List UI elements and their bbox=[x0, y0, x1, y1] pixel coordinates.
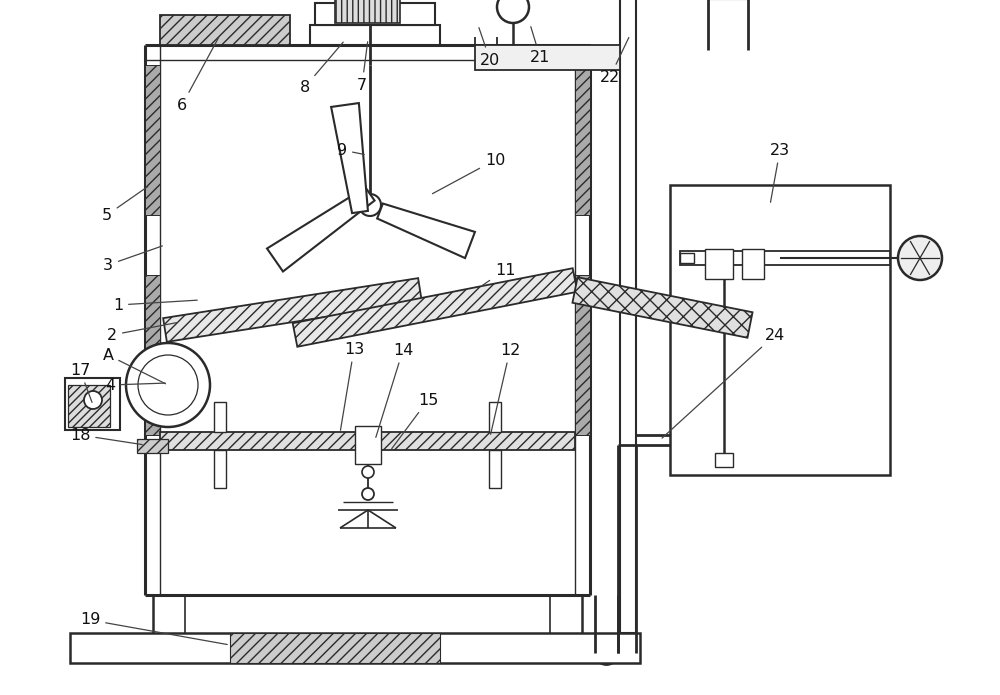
Text: 10: 10 bbox=[432, 152, 505, 194]
Circle shape bbox=[84, 391, 102, 409]
Text: 20: 20 bbox=[479, 28, 500, 67]
Bar bbox=[705, 249, 733, 279]
Text: 22: 22 bbox=[600, 38, 629, 85]
Bar bbox=[160, 432, 575, 450]
Circle shape bbox=[898, 236, 942, 280]
Bar bbox=[670, 185, 890, 475]
Polygon shape bbox=[163, 278, 422, 342]
Text: 6: 6 bbox=[177, 38, 219, 113]
Text: 9: 9 bbox=[337, 142, 364, 158]
Polygon shape bbox=[331, 103, 368, 213]
Circle shape bbox=[126, 343, 210, 427]
Bar bbox=[680, 253, 694, 263]
Bar bbox=[160, 15, 290, 45]
Circle shape bbox=[359, 194, 381, 216]
Text: 4: 4 bbox=[105, 377, 165, 393]
Bar bbox=[315, 3, 435, 25]
Bar bbox=[335, 0, 400, 23]
Bar bbox=[230, 633, 440, 663]
Bar bbox=[575, 275, 590, 435]
Text: 8: 8 bbox=[300, 42, 343, 95]
Bar bbox=[620, 0, 636, 633]
Bar bbox=[680, 251, 890, 265]
Text: 14: 14 bbox=[376, 343, 413, 437]
Text: A: A bbox=[103, 348, 166, 384]
Circle shape bbox=[362, 488, 374, 500]
Bar bbox=[214, 402, 226, 432]
Bar bbox=[575, 65, 590, 215]
Bar bbox=[68, 385, 110, 427]
Text: 18: 18 bbox=[70, 427, 142, 445]
Bar bbox=[900, 253, 920, 263]
Circle shape bbox=[497, 0, 529, 23]
Text: 7: 7 bbox=[357, 42, 368, 92]
Text: 1: 1 bbox=[113, 297, 197, 313]
Text: 21: 21 bbox=[530, 26, 550, 65]
Text: 15: 15 bbox=[392, 393, 438, 449]
Text: 17: 17 bbox=[70, 363, 92, 402]
Text: 3: 3 bbox=[103, 246, 162, 272]
Bar bbox=[65, 378, 120, 430]
Bar bbox=[489, 450, 501, 488]
Polygon shape bbox=[267, 188, 375, 272]
Text: 5: 5 bbox=[102, 186, 148, 222]
Text: 24: 24 bbox=[662, 327, 785, 438]
Bar bbox=[355, 426, 381, 464]
Bar bbox=[475, 45, 620, 70]
Bar bbox=[310, 25, 440, 45]
Bar bbox=[715, 453, 733, 467]
Text: 12: 12 bbox=[491, 343, 520, 434]
Bar bbox=[742, 249, 764, 279]
Text: 23: 23 bbox=[770, 142, 790, 202]
Polygon shape bbox=[293, 268, 577, 347]
Bar bbox=[214, 450, 226, 488]
Bar bbox=[489, 402, 501, 432]
Text: 19: 19 bbox=[80, 612, 227, 644]
Bar bbox=[145, 65, 160, 215]
Text: 2: 2 bbox=[107, 322, 177, 343]
Bar bbox=[70, 633, 640, 663]
Text: 13: 13 bbox=[340, 341, 364, 430]
Polygon shape bbox=[377, 204, 475, 258]
Circle shape bbox=[362, 466, 374, 478]
Bar bbox=[145, 275, 160, 435]
Bar bbox=[137, 439, 168, 453]
Polygon shape bbox=[572, 277, 753, 338]
Text: 11: 11 bbox=[482, 263, 515, 286]
